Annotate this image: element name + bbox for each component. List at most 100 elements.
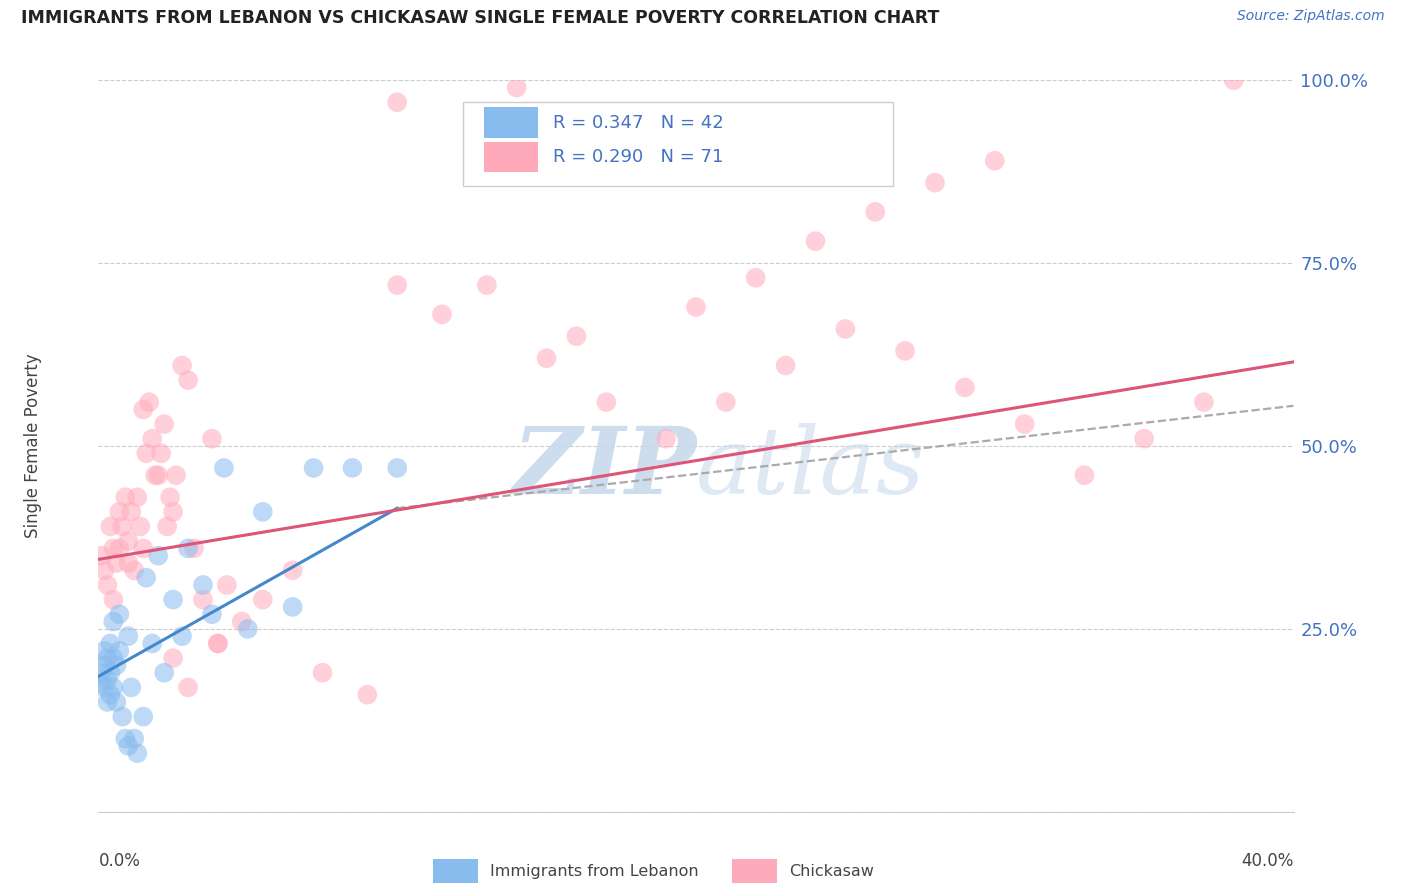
Point xyxy=(103,615,125,629)
Point xyxy=(108,541,131,556)
Point xyxy=(655,432,678,446)
Point xyxy=(127,490,149,504)
Point xyxy=(132,709,155,723)
Point xyxy=(132,541,155,556)
Point xyxy=(141,636,163,650)
Text: R = 0.290   N = 71: R = 0.290 N = 71 xyxy=(553,148,723,166)
Point xyxy=(135,446,157,460)
Point xyxy=(124,563,146,577)
Point xyxy=(100,636,122,650)
Point xyxy=(96,651,118,665)
Point xyxy=(127,746,149,760)
Point xyxy=(117,534,139,549)
Text: Single Female Poverty: Single Female Poverty xyxy=(24,354,42,538)
Point xyxy=(111,519,134,533)
Point xyxy=(177,373,200,387)
Point xyxy=(834,322,856,336)
Point xyxy=(430,307,453,321)
Point xyxy=(108,505,131,519)
Point xyxy=(93,658,115,673)
Point xyxy=(1073,468,1095,483)
Point xyxy=(342,461,364,475)
Point xyxy=(117,556,139,570)
Point xyxy=(207,636,229,650)
Point xyxy=(207,636,229,650)
Point xyxy=(105,556,128,570)
Point xyxy=(1192,395,1215,409)
Text: Immigrants from Lebanon: Immigrants from Lebanon xyxy=(491,864,699,880)
Point xyxy=(281,599,304,614)
Point xyxy=(120,505,142,519)
Point xyxy=(103,592,125,607)
Point xyxy=(183,541,205,556)
Point xyxy=(165,468,187,483)
Point xyxy=(536,351,558,366)
Point xyxy=(212,461,235,475)
Point xyxy=(924,176,946,190)
Point xyxy=(148,468,170,483)
Point xyxy=(385,278,409,293)
Point xyxy=(804,234,827,248)
Point xyxy=(191,578,214,592)
Point xyxy=(93,681,115,695)
Point xyxy=(236,622,259,636)
Point xyxy=(953,380,976,394)
Point xyxy=(1014,417,1036,431)
Point xyxy=(191,592,214,607)
Point xyxy=(385,95,409,110)
Point xyxy=(281,563,304,577)
Point xyxy=(143,468,166,483)
Point xyxy=(894,343,917,358)
Point xyxy=(105,658,128,673)
Point xyxy=(153,417,176,431)
Point xyxy=(100,688,122,702)
Point xyxy=(565,329,588,343)
Point xyxy=(162,651,184,665)
Point xyxy=(302,461,325,475)
Point xyxy=(201,607,224,622)
Point xyxy=(100,665,122,680)
Point xyxy=(162,592,184,607)
Text: 0.0%: 0.0% xyxy=(98,852,141,870)
Point xyxy=(172,629,194,643)
Point xyxy=(105,695,128,709)
Point xyxy=(141,432,163,446)
Point xyxy=(162,505,184,519)
Point xyxy=(506,80,529,95)
FancyBboxPatch shape xyxy=(433,859,478,883)
Point xyxy=(100,519,122,533)
Point xyxy=(117,739,139,753)
Point xyxy=(96,673,118,687)
Point xyxy=(148,549,170,563)
Point xyxy=(215,578,238,592)
Point xyxy=(108,644,131,658)
Point xyxy=(117,629,139,643)
Point xyxy=(311,665,333,680)
Point xyxy=(984,153,1007,168)
Point xyxy=(108,607,131,622)
Point xyxy=(159,490,181,504)
Point xyxy=(120,681,142,695)
Point xyxy=(135,571,157,585)
Point xyxy=(385,461,409,475)
Point xyxy=(153,665,176,680)
Point xyxy=(595,395,617,409)
Point xyxy=(252,505,274,519)
Point xyxy=(103,541,125,556)
Point xyxy=(775,359,797,373)
Point xyxy=(138,395,160,409)
Point xyxy=(132,402,155,417)
Point xyxy=(1223,73,1246,87)
Point xyxy=(156,519,179,533)
Point xyxy=(96,578,118,592)
Point xyxy=(172,359,194,373)
Point xyxy=(714,395,737,409)
Point xyxy=(124,731,146,746)
Point xyxy=(90,665,112,680)
Point xyxy=(129,519,152,533)
Point xyxy=(103,681,125,695)
Point xyxy=(865,205,887,219)
Point xyxy=(111,709,134,723)
Text: IMMIGRANTS FROM LEBANON VS CHICKASAW SINGLE FEMALE POVERTY CORRELATION CHART: IMMIGRANTS FROM LEBANON VS CHICKASAW SIN… xyxy=(21,9,939,27)
Bar xyxy=(463,103,893,186)
